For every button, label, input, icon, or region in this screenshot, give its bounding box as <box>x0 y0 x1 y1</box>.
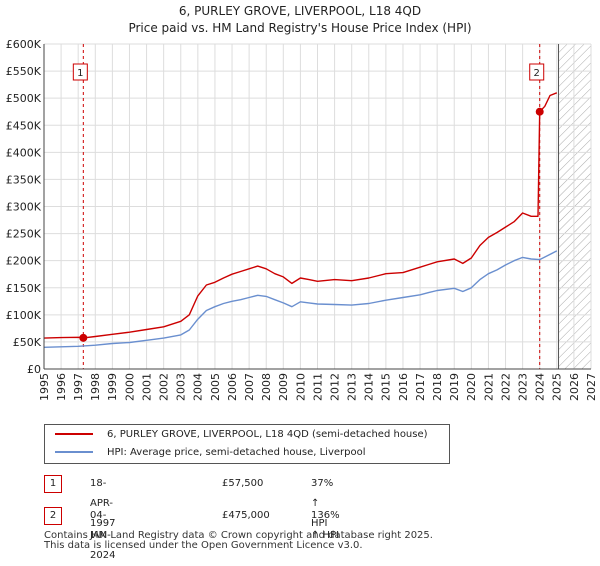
x-tick-label: 2011 <box>311 373 324 401</box>
y-tick-label: £400K <box>6 146 42 159</box>
sale-point <box>535 107 544 116</box>
x-tick-label: 2006 <box>226 373 239 401</box>
x-tick-label: 2001 <box>140 373 153 401</box>
x-tick-label: 2024 <box>534 373 547 401</box>
transaction-price: £475,000 <box>222 510 270 521</box>
sale-point <box>79 333 88 342</box>
footer-copyright: Contains HM Land Registry data © Crown c… <box>44 530 433 541</box>
property-price-line <box>43 92 558 339</box>
hpi-line <box>43 250 558 348</box>
x-tick-label: 2016 <box>397 373 410 401</box>
sale-label-box <box>529 63 545 81</box>
x-tick-label: 1999 <box>106 373 119 401</box>
y-tick-label: £300K <box>6 201 42 214</box>
legend-label-property: 6, PURLEY GROVE, LIVERPOOL, L18 4QD (sem… <box>107 429 428 440</box>
y-tick-label: £200K <box>6 255 42 268</box>
y-tick-label: £350K <box>6 173 42 186</box>
x-tick-label: 2014 <box>363 373 376 401</box>
sale-label-text: 1 <box>77 68 83 79</box>
transaction-number-badge: 2 <box>44 507 62 525</box>
transaction-hpi-change: 136% ↑ HPI <box>311 510 340 541</box>
y-tick-label: £500K <box>6 92 42 105</box>
x-tick-label: 2008 <box>260 373 273 401</box>
y-tick-label: £100K <box>6 309 42 322</box>
x-tick-label: 1995 <box>38 373 51 401</box>
y-tick-label: £0 <box>27 363 41 376</box>
transaction-date: 18-APR-1997 <box>90 478 116 529</box>
y-tick-label: £50K <box>13 336 42 349</box>
x-tick-label: 2002 <box>158 373 171 401</box>
footer-attribution: Contains HM Land Registry data © Crown c… <box>44 531 433 551</box>
transaction-price: £57,500 <box>222 478 264 489</box>
x-tick-label: 2017 <box>414 373 427 401</box>
x-tick-label: 2020 <box>465 373 478 401</box>
x-tick-label: 2019 <box>448 373 461 401</box>
y-tick-label: £150K <box>6 282 42 295</box>
x-tick-label: 2007 <box>243 373 256 401</box>
transaction-number-badge: 1 <box>44 475 62 493</box>
x-tick-label: 2003 <box>175 373 188 401</box>
x-tick-label: 2018 <box>431 373 444 401</box>
footer-licence: This data is licensed under the Open Gov… <box>44 540 363 551</box>
chart-title: 6, PURLEY GROVE, LIVERPOOL, L18 4QD <box>178 4 422 18</box>
y-tick-label: £250K <box>6 228 42 241</box>
chart-subtitle: Price paid vs. HM Land Registry's House … <box>128 21 472 35</box>
x-tick-label: 2009 <box>277 373 290 401</box>
price-chart: 1 2 £0 £50K £100K £150K £200K £250K £300K £350K £4… <box>6 38 598 401</box>
legend-item-property: 6, PURLEY GROVE, LIVERPOOL, L18 4QD (sem… <box>55 427 428 443</box>
x-tick-label: 2013 <box>346 373 359 401</box>
legend-label-hpi: HPI: Average price, semi-detached house,… <box>107 447 366 458</box>
x-tick-label: 2023 <box>516 373 529 401</box>
x-tick-label: 1997 <box>72 373 85 401</box>
x-tick-label: 2004 <box>192 373 205 401</box>
legend-item-hpi: HPI: Average price, semi-detached house,… <box>55 445 366 461</box>
sale-label-box <box>72 63 88 81</box>
x-tick-label: 2026 <box>568 373 581 401</box>
x-tick-label: 2000 <box>123 373 136 401</box>
x-tick-label: 2012 <box>328 373 341 401</box>
chart-legend: 6, PURLEY GROVE, LIVERPOOL, L18 4QD (sem… <box>44 424 450 464</box>
legend-swatch-hpi <box>55 451 93 453</box>
x-tick-label: 1996 <box>55 373 68 401</box>
x-tick-label: 2005 <box>209 373 222 401</box>
x-tick-label: 2021 <box>482 373 495 401</box>
legend-swatch-property <box>55 433 93 435</box>
x-tick-label: 2022 <box>499 373 512 401</box>
x-tick-label: 2010 <box>294 373 307 401</box>
sale-label-text: 2 <box>534 68 540 79</box>
y-tick-label: £600K <box>6 38 42 51</box>
transaction-date: 04-JAN-2024 <box>90 510 116 561</box>
transaction-hpi-change: 37% ↑ HPI <box>311 478 334 529</box>
y-tick-label: £550K <box>6 65 42 78</box>
y-tick-label: £450K <box>6 119 42 132</box>
x-tick-label: 1998 <box>89 373 102 401</box>
x-tick-label: 2015 <box>380 373 393 401</box>
x-tick-label: 2027 <box>585 373 598 401</box>
x-tick-label: 2025 <box>551 373 564 401</box>
